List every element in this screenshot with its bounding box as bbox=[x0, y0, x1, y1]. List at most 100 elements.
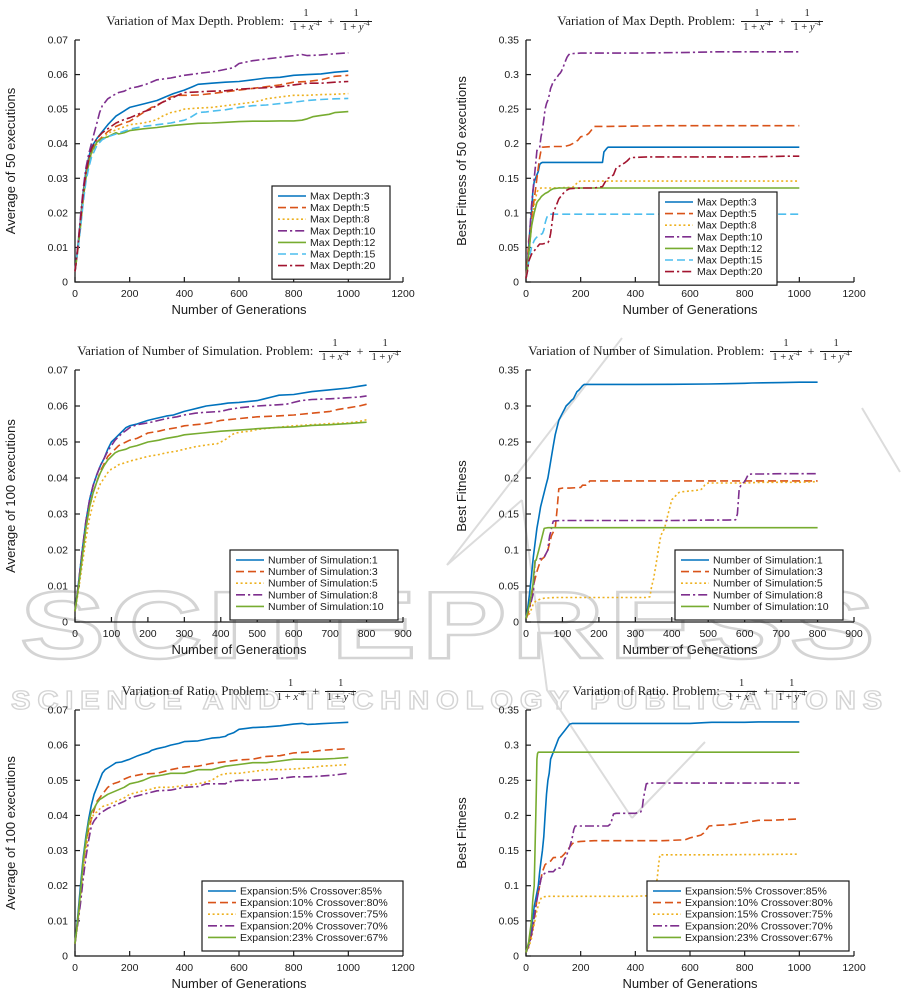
x-tick-label: 200 bbox=[572, 288, 590, 300]
series-line-number-of-simulation-1 bbox=[525, 381, 818, 619]
series-line-expansion-20-crossover-70- bbox=[74, 772, 349, 944]
y-tick-label: 0 bbox=[62, 277, 68, 289]
legend-label: Expansion:15% Crossover:75% bbox=[685, 909, 833, 921]
series-line-max-depth-3 bbox=[74, 70, 349, 272]
legend-label: Max Depth:3 bbox=[697, 197, 757, 209]
legend-label: Max Depth:15 bbox=[697, 255, 763, 267]
legend-label: Number of Simulation:8 bbox=[713, 589, 823, 601]
legend-box bbox=[271, 185, 391, 280]
title-text: Variation of Max Depth. Problem: bbox=[106, 13, 285, 28]
y-tick-label: 0.15 bbox=[499, 509, 520, 521]
x-tick-label: 400 bbox=[627, 288, 645, 300]
legend-label: Number of Simulation:1 bbox=[713, 555, 823, 567]
y-tick-label: 0.06 bbox=[48, 69, 69, 81]
chart-num-simulation-best-fitness: Variation of Number of Simulation. Probl… bbox=[451, 330, 901, 670]
x-tick-label: 800 bbox=[736, 288, 754, 300]
series-line-number-of-simulation-10 bbox=[74, 421, 367, 612]
x-tick-label: 0 bbox=[523, 962, 529, 974]
y-tick-label: 0 bbox=[513, 951, 519, 963]
legend-label: Number of Simulation:1 bbox=[268, 555, 378, 567]
x-tick-label: 400 bbox=[663, 628, 681, 640]
y-tick-label: 0.04 bbox=[48, 138, 69, 150]
series-line-expansion-10-crossover-80- bbox=[525, 818, 800, 953]
x-tick-label: 800 bbox=[736, 962, 754, 974]
x-tick-label: 500 bbox=[248, 628, 266, 640]
x-tick-label: 600 bbox=[681, 962, 699, 974]
legend-label: Expansion:5% Crossover:85% bbox=[685, 886, 827, 898]
series-line-number-of-simulation-5 bbox=[74, 418, 367, 612]
x-tick-label: 800 bbox=[809, 628, 827, 640]
x-axis-label: Number of Generations bbox=[171, 302, 307, 317]
legend-label: Max Depth:8 bbox=[310, 214, 370, 226]
x-tick-label: 700 bbox=[321, 628, 339, 640]
y-axis-label: Average of 100 executions bbox=[3, 419, 18, 573]
x-axis-label: Number of Generations bbox=[622, 302, 758, 317]
formula-plus: + bbox=[327, 13, 335, 28]
x-tick-label: 100 bbox=[103, 628, 121, 640]
formula-plus: + bbox=[356, 343, 364, 358]
x-tick-label: 1200 bbox=[391, 962, 415, 974]
x-axis-label: Number of Generations bbox=[622, 976, 758, 991]
x-tick-label: 200 bbox=[572, 962, 590, 974]
y-tick-label: 0.15 bbox=[499, 173, 520, 185]
legend-label: Max Depth:5 bbox=[310, 202, 370, 214]
x-tick-label: 900 bbox=[845, 628, 863, 640]
series-line-max-depth-15 bbox=[74, 97, 349, 272]
legend-label: Expansion:5% Crossover:85% bbox=[240, 886, 382, 898]
y-axis-label: Best Fitness bbox=[454, 797, 469, 869]
y-tick-label: 0 bbox=[62, 617, 68, 629]
chart-title: Variation of Number of Simulation. Probl… bbox=[465, 332, 901, 370]
y-axis-label: Average of 50 executions bbox=[3, 87, 18, 234]
x-tick-label: 600 bbox=[230, 288, 248, 300]
legend-label: Expansion:20% Crossover:70% bbox=[240, 920, 388, 932]
watermark-swoosh bbox=[446, 337, 901, 819]
series-line-expansion-23-crossover-67- bbox=[74, 756, 349, 944]
series-line-max-depth-10 bbox=[74, 52, 349, 272]
x-tick-label: 500 bbox=[699, 628, 717, 640]
y-tick-label: 0.03 bbox=[48, 845, 69, 857]
x-tick-label: 400 bbox=[212, 628, 230, 640]
series-line-expansion-23-crossover-67- bbox=[525, 751, 800, 953]
formula-plus: + bbox=[807, 343, 815, 358]
y-tick-label: 0.01 bbox=[48, 581, 69, 593]
series-line-number-of-simulation-10 bbox=[525, 526, 818, 619]
x-tick-label: 800 bbox=[285, 962, 303, 974]
legend-box bbox=[229, 549, 399, 621]
x-tick-label: 0 bbox=[72, 288, 78, 300]
chart-canvas: 0 200 400 600 800 1000 1200 0 0.01 0.02 0.03 0.04 0.… bbox=[3, 705, 415, 992]
series-line-max-depth-20 bbox=[74, 80, 349, 272]
y-tick-label: 0.35 bbox=[499, 35, 520, 47]
title-text: Variation of Ratio. Problem: bbox=[572, 683, 720, 698]
x-tick-label: 300 bbox=[176, 628, 194, 640]
legend-label: Number of Simulation:10 bbox=[713, 601, 829, 613]
x-tick-label: 1200 bbox=[391, 288, 415, 300]
x-tick-label: 300 bbox=[627, 628, 645, 640]
y-tick-label: 0.25 bbox=[499, 775, 520, 787]
x-axis-label: Number of Generations bbox=[622, 642, 758, 657]
legend-label: Expansion:23% Crossover:67% bbox=[240, 932, 388, 944]
x-tick-label: 0 bbox=[72, 962, 78, 974]
y-tick-label: 0.07 bbox=[48, 705, 69, 717]
title-text: Variation of Number of Simulation. Probl… bbox=[77, 343, 314, 358]
series-line-number-of-simulation-3 bbox=[525, 480, 818, 619]
legend-label: Number of Simulation:3 bbox=[268, 566, 378, 578]
x-tick-label: 800 bbox=[285, 288, 303, 300]
x-tick-label: 400 bbox=[627, 962, 645, 974]
legend-box bbox=[646, 880, 850, 952]
legend-label: Number of Simulation:5 bbox=[713, 578, 823, 590]
x-tick-label: 1200 bbox=[842, 962, 866, 974]
legend-label: Expansion:10% Crossover:80% bbox=[685, 897, 833, 909]
y-tick-label: 0.25 bbox=[499, 104, 520, 116]
x-tick-label: 1200 bbox=[842, 288, 866, 300]
